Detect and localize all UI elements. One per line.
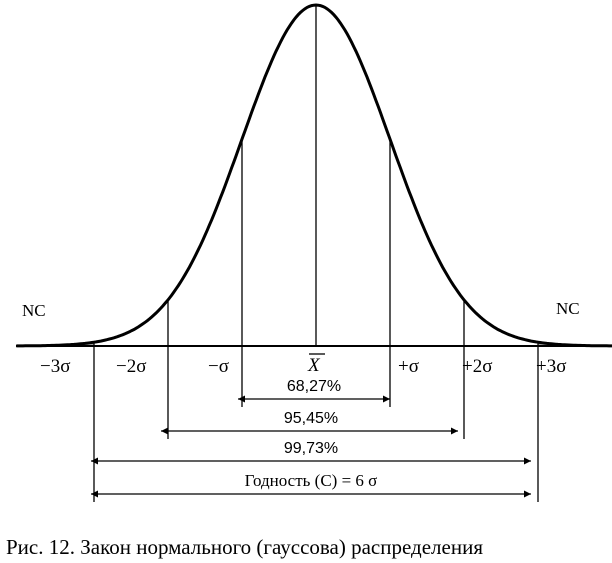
figure-caption: Рис. 12. Закон нормального (гауссова) ра…	[6, 535, 483, 559]
interval-label-1sigma: 68,27%	[287, 378, 341, 395]
nc-right-label: NC	[556, 299, 580, 318]
sigma-label-plus3: +3σ	[536, 356, 566, 377]
gaussian-curve	[16, 3, 612, 348]
sigma-label-minus1: −σ	[208, 356, 229, 377]
nc-left-label: NC	[22, 301, 46, 320]
interval-label-suitability: Годность (С) = 6 σ	[245, 471, 378, 490]
sigma-label-plus2: +2σ	[462, 356, 492, 377]
sigma-label-minus3: −3σ	[40, 356, 70, 377]
interval-label-2sigma: 95,45%	[284, 410, 338, 427]
sigma-label-plus1: +σ	[398, 356, 419, 377]
mean-label: X	[307, 355, 321, 376]
interval-label-3sigma: 99,73%	[284, 440, 338, 457]
sigma-label-minus2: −2σ	[116, 356, 146, 377]
